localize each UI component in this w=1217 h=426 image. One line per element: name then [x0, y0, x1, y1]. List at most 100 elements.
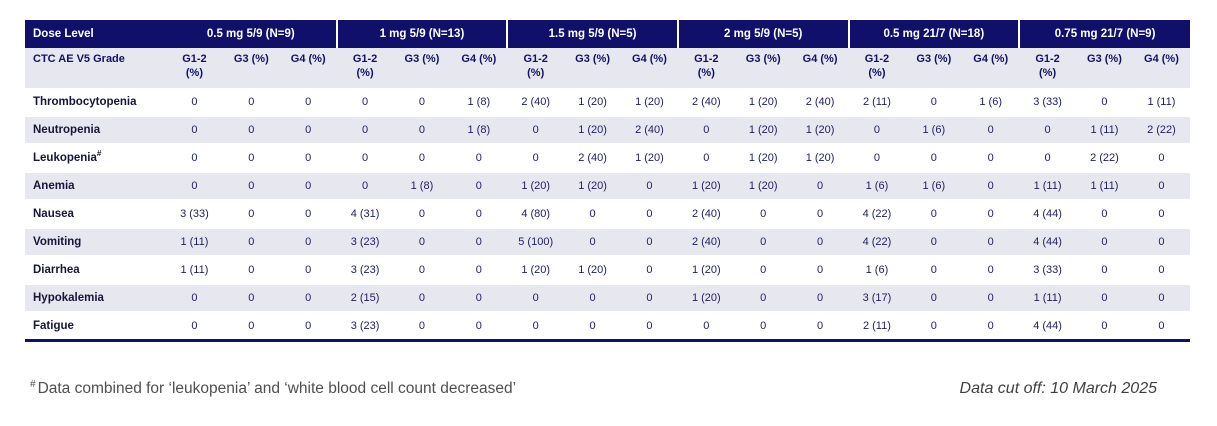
- table-row: Nausea 3 (33) 0 0 4 (31) 0 0 4 (80) 0 0 2 (40) 0 0 4 …: [25, 200, 1190, 229]
- dose-group-header: 0.5 mg 5/9 (N=9): [166, 20, 337, 48]
- ae-value-cell: 0: [166, 88, 223, 117]
- ae-row-label: Vomiting: [25, 228, 166, 257]
- ae-value-cell: 0: [962, 200, 1020, 229]
- ae-value-cell: 1 (6): [905, 172, 963, 201]
- ae-value-cell: 0: [393, 312, 451, 341]
- data-cutoff-text: Data cut off: 10 March 2025: [959, 380, 1157, 397]
- dose-level-header-label: Dose Level: [25, 20, 166, 48]
- ae-value-cell: 0: [279, 172, 337, 201]
- ae-value-cell: 0: [222, 172, 280, 201]
- ae-value-cell: 1 (6): [848, 256, 906, 285]
- ae-value-cell: 1 (6): [848, 172, 906, 201]
- ae-value-cell: 0: [1132, 312, 1190, 341]
- ae-value-cell: 0: [564, 200, 621, 229]
- ae-value-cell: 0: [1132, 144, 1190, 173]
- table-body: Thrombocytopenia 0 0 0 0 0 1 (8) 2 (40) 1 (20) 1 …: [25, 88, 1190, 341]
- ae-value-cell: 4 (31): [336, 200, 394, 229]
- ae-value-cell: 0: [222, 228, 280, 257]
- ae-row-label: Leukopenia#: [25, 144, 166, 173]
- ae-value-cell: 4 (22): [848, 200, 906, 229]
- ae-value-cell: 1 (11): [166, 256, 223, 285]
- ae-value-cell: 0: [905, 144, 963, 173]
- grade-column-header: G4 (%): [791, 48, 849, 88]
- ae-value-cell: 2 (11): [848, 312, 906, 341]
- ae-value-cell: 0: [791, 200, 849, 229]
- ae-value-cell: 1 (20): [734, 172, 792, 201]
- ae-value-cell: 0: [1132, 228, 1190, 257]
- ae-value-cell: 0: [621, 228, 678, 257]
- ae-value-cell: 0: [279, 284, 337, 313]
- ae-value-cell: 0: [848, 144, 906, 173]
- ae-value-cell: 0: [1076, 284, 1133, 313]
- ae-value-cell: 0: [222, 284, 280, 313]
- ae-value-cell: 2 (22): [1076, 144, 1133, 173]
- ae-row-label: Diarrhea: [25, 256, 166, 285]
- ae-value-cell: 0: [507, 312, 565, 341]
- ae-value-cell: 0: [677, 144, 735, 173]
- dose-group-header: 1.5 mg 5/9 (N=5): [506, 20, 678, 48]
- ae-value-cell: 1 (20): [791, 116, 849, 145]
- ae-value-cell: 0: [1076, 312, 1133, 341]
- table-row: Anemia 0 0 0 0 1 (8) 0 1 (20) 1 (20) 0 1 (20) 1 (20…: [25, 172, 1190, 201]
- ae-value-cell: 2 (15): [336, 284, 394, 313]
- ae-value-cell: 0: [791, 284, 849, 313]
- ae-value-cell: 0: [222, 312, 280, 341]
- ae-value-cell: 0: [1019, 144, 1076, 173]
- ae-value-cell: 2 (40): [677, 200, 735, 229]
- ae-value-cell: 3 (23): [336, 228, 394, 257]
- ae-value-cell: 1 (20): [564, 116, 621, 145]
- ae-value-cell: 0: [393, 256, 451, 285]
- ae-value-cell: 0: [621, 200, 678, 229]
- ae-value-cell: 0: [734, 200, 792, 229]
- ae-value-cell: 0: [621, 312, 678, 341]
- ae-value-cell: 0: [393, 284, 451, 313]
- ae-value-cell: 0: [1132, 200, 1190, 229]
- ae-value-cell: 4 (44): [1019, 228, 1076, 257]
- ae-value-cell: 3 (23): [336, 312, 394, 341]
- grade-column-header: G4 (%): [450, 48, 508, 88]
- ae-value-cell: 0: [279, 88, 337, 117]
- ae-value-cell: 0: [450, 256, 508, 285]
- ae-value-cell: 4 (22): [848, 228, 906, 257]
- ae-value-cell: 0: [393, 144, 451, 173]
- ae-value-cell: 1 (6): [962, 88, 1020, 117]
- ae-value-cell: 0: [564, 312, 621, 341]
- ae-value-cell: 1 (11): [1132, 88, 1190, 117]
- table-row: Hypokalemia 0 0 0 2 (15) 0 0 0 0 0 1 (20) 0 0 3 (17) 0…: [25, 284, 1190, 313]
- ae-value-cell: 0: [734, 284, 792, 313]
- ae-value-cell: 1 (20): [621, 144, 678, 173]
- grade-column-header: G3 (%): [905, 48, 963, 88]
- table-row: Thrombocytopenia 0 0 0 0 0 1 (8) 2 (40) 1 (20) 1 …: [25, 88, 1190, 117]
- ae-value-cell: 3 (33): [166, 200, 223, 229]
- ae-value-cell: 0: [336, 88, 394, 117]
- ae-value-cell: 0: [791, 172, 849, 201]
- ae-value-cell: 0: [621, 172, 678, 201]
- ae-value-cell: 1 (20): [564, 88, 621, 117]
- ae-value-cell: 1 (6): [905, 116, 963, 145]
- ae-value-cell: 0: [962, 144, 1020, 173]
- ae-value-cell: 0: [1076, 256, 1133, 285]
- ae-value-cell: 0: [962, 172, 1020, 201]
- ae-value-cell: 1 (20): [734, 116, 792, 145]
- grade-column-header: G1-2 (%): [677, 48, 735, 88]
- ae-value-cell: 1 (20): [621, 88, 678, 117]
- ae-row-label: Thrombocytopenia: [25, 88, 166, 117]
- ae-value-cell: 0: [677, 312, 735, 341]
- table-row: Leukopenia# 0 0 0 0 0 0 0 2 (40) 1 (20) 0 1 (20) 1 (…: [25, 144, 1190, 173]
- table-row: Diarrhea 1 (11) 0 0 3 (23) 0 0 1 (20) 1 (20) 0 1 (…: [25, 256, 1190, 285]
- ae-value-cell: 0: [1076, 228, 1133, 257]
- ae-value-cell: 0: [336, 144, 394, 173]
- ae-value-cell: 0: [905, 88, 963, 117]
- ae-row-label: Neutropenia: [25, 116, 166, 145]
- ae-value-cell: 0: [621, 256, 678, 285]
- ae-value-cell: 1 (8): [450, 88, 508, 117]
- ae-value-cell: 0: [734, 256, 792, 285]
- ae-value-cell: 0: [848, 116, 906, 145]
- ae-value-cell: 0: [507, 144, 565, 173]
- ae-value-cell: 0: [1132, 256, 1190, 285]
- ae-value-cell: 4 (44): [1019, 200, 1076, 229]
- ae-value-cell: 0: [1076, 200, 1133, 229]
- ae-value-cell: 3 (33): [1019, 256, 1076, 285]
- ae-value-cell: 0: [222, 200, 280, 229]
- ae-value-cell: 0: [962, 116, 1020, 145]
